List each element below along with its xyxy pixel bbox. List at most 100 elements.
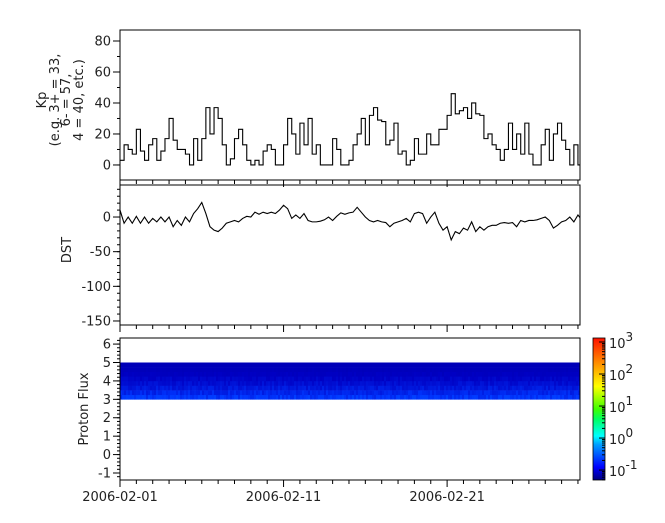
spectrogram-cell — [300, 385, 303, 391]
spectrogram-cell — [318, 385, 321, 391]
spectrogram-cell — [280, 362, 283, 368]
spectrogram-cell — [544, 385, 547, 391]
spectrogram-cell — [440, 362, 443, 368]
spectrogram-cell — [310, 394, 313, 400]
spectrogram-cell — [306, 371, 309, 377]
spectrogram-cell — [136, 380, 139, 386]
spectrogram-cell — [334, 394, 337, 400]
spectrogram-cell — [380, 385, 383, 391]
spectrogram-cell — [236, 390, 239, 396]
spectrogram-cell — [572, 390, 575, 396]
spectrogram-cell — [198, 367, 201, 373]
spectrogram-cell — [268, 376, 271, 382]
spectrogram-cell — [466, 390, 469, 396]
spectrogram-cell — [422, 390, 425, 396]
spectrogram-cell — [302, 385, 305, 391]
spectrogram-cell — [386, 385, 389, 391]
spectrogram-cell — [196, 380, 199, 386]
spectrogram-cell — [374, 385, 377, 391]
spectrogram-cell — [310, 362, 313, 368]
spectrogram-cell — [428, 394, 431, 400]
spectrogram-cell — [578, 362, 581, 368]
spectrogram-cell — [306, 376, 309, 382]
spectrogram-cell — [200, 385, 203, 391]
spectrogram-cell — [242, 394, 245, 400]
spectrogram-cell — [466, 376, 469, 382]
spectrogram-cell — [314, 376, 317, 382]
spectrogram-cell — [146, 390, 149, 396]
spectrogram-cell — [138, 390, 141, 396]
spectrogram-cell — [178, 371, 181, 377]
spectrogram-cell — [376, 385, 379, 391]
spectrogram-cell — [240, 380, 243, 386]
spectrogram-cell — [558, 394, 561, 400]
spectrogram-cell — [258, 371, 261, 377]
spectrogram-cell — [544, 380, 547, 386]
spectrogram-cell — [516, 371, 519, 377]
spectrogram-cell — [490, 394, 493, 400]
spectrogram-cell — [312, 362, 315, 368]
spectrogram-cell — [426, 385, 429, 391]
spectrogram-cell — [270, 371, 273, 377]
spectrogram-cell — [418, 371, 421, 377]
spectrogram-cell — [252, 385, 255, 391]
spectrogram-cell — [324, 380, 327, 386]
spectrogram-cell — [272, 367, 275, 373]
spectrogram-cell — [260, 390, 263, 396]
spectrogram-cell — [164, 376, 167, 382]
spectrogram-cell — [274, 385, 277, 391]
spectrogram-cell — [182, 376, 185, 382]
spectrogram-cell — [480, 394, 483, 400]
spectrogram-cell — [480, 385, 483, 391]
spectrogram-cell — [432, 385, 435, 391]
spectrogram-cell — [536, 380, 539, 386]
spectrogram-cell — [574, 390, 577, 396]
spectrogram-cell — [342, 371, 345, 377]
spectrogram-cell — [412, 362, 415, 368]
spectrogram-cell — [360, 394, 363, 400]
spectrogram-cell — [294, 390, 297, 396]
spectrogram-cell — [552, 376, 555, 382]
spectrogram-cell — [138, 394, 141, 400]
spectrogram-cell — [420, 371, 423, 377]
spectrogram-cell — [212, 371, 215, 377]
spectrogram-cell — [456, 385, 459, 391]
spectrogram-cell — [162, 385, 165, 391]
spectrogram-cell — [248, 362, 251, 368]
spectrogram-cell — [228, 376, 231, 382]
spectrogram-cell — [448, 380, 451, 386]
plot-frame — [119, 29, 581, 181]
spectrogram-cell — [120, 394, 123, 400]
spectrogram-cell — [434, 376, 437, 382]
spectrogram-cell — [340, 380, 343, 386]
spectrogram-cell — [382, 385, 385, 391]
spectrogram-cell — [140, 385, 143, 391]
spectrogram-cell — [228, 394, 231, 400]
spectrogram-cell — [328, 385, 331, 391]
spectrogram-cell — [196, 362, 199, 368]
spectrogram-cell — [288, 362, 291, 368]
spectrogram-cell — [336, 394, 339, 400]
spectrogram-cell — [462, 394, 465, 400]
spectrogram-cell — [164, 380, 167, 386]
spectrogram-cell — [290, 380, 293, 386]
spectrogram-cell — [150, 380, 153, 386]
spectrogram-cell — [228, 385, 231, 391]
spectrogram-cell — [246, 390, 249, 396]
spectrogram-cell — [274, 380, 277, 386]
spectrogram-cell — [282, 380, 285, 386]
spectrogram-cell — [288, 385, 291, 391]
spectrogram-cell — [360, 376, 363, 382]
spectrogram-cell — [172, 380, 175, 386]
spectrogram-cell — [214, 371, 217, 377]
spectrogram-cell — [276, 380, 279, 386]
spectrogram-cell — [320, 362, 323, 368]
spectrogram-cell — [500, 362, 503, 368]
spectrogram-cell — [538, 376, 541, 382]
spectrogram-cell — [498, 362, 501, 368]
y-tick-label: 6 — [103, 338, 111, 353]
spectrogram-cell — [120, 380, 123, 386]
spectrogram-cell — [348, 385, 351, 391]
spectrogram-cell — [166, 390, 169, 396]
spectrogram-cell — [142, 362, 145, 368]
